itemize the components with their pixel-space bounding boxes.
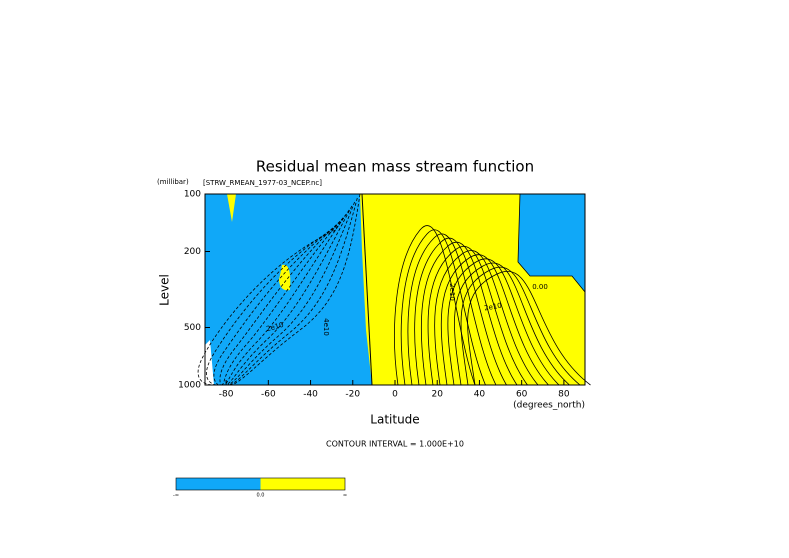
x-tick-label: -40 <box>303 390 318 400</box>
y-tick-label: 500 <box>184 323 201 333</box>
contour-line <box>213 221 342 386</box>
x-tick-label: -60 <box>261 390 276 400</box>
contour-line <box>434 250 539 386</box>
contour-line <box>228 197 358 386</box>
colorbar-negative <box>176 478 261 490</box>
x-unit: (degrees_north) <box>513 401 585 411</box>
contour-note: CONTOUR INTERVAL = 1.000E+10 <box>326 440 464 449</box>
colorbar-label: -∞ <box>173 493 179 499</box>
x-tick-label: 80 <box>558 390 570 400</box>
positive-region <box>227 194 236 222</box>
x-tick-label: 60 <box>516 390 528 400</box>
contour-line <box>219 217 345 386</box>
chart-title: Residual mean mass stream function <box>256 158 534 176</box>
contour-line <box>229 193 361 386</box>
contour-line <box>400 229 486 386</box>
colorbar-label: 0.0 <box>257 493 265 499</box>
contour-line <box>394 225 476 386</box>
contour-line <box>220 213 347 386</box>
y-label: Level <box>158 274 172 306</box>
colorbar-positive <box>260 478 345 490</box>
subtitle: [STRW_RMEAN_1977-03_NCEP.nc] <box>203 179 322 187</box>
contour-line <box>226 201 355 386</box>
x-tick-label: -80 <box>219 390 234 400</box>
contour-line <box>206 225 339 386</box>
contour-line <box>447 258 560 386</box>
contour-line <box>421 242 518 386</box>
y-tick-label: 1000 <box>178 381 201 391</box>
colorbar-frame <box>175 477 346 491</box>
contour-line <box>427 246 528 386</box>
contour-line <box>454 262 570 386</box>
contour-line <box>222 209 350 386</box>
x-tick-label: -20 <box>345 390 360 400</box>
missing-region <box>205 340 214 385</box>
x-label: Latitude <box>370 413 419 427</box>
contour-line <box>460 267 581 386</box>
positive-region <box>279 264 291 291</box>
y-tick-label: 200 <box>184 247 201 257</box>
y-tick-label: 100 <box>184 190 201 200</box>
contour-label: 2e10 <box>484 302 503 313</box>
contour-line <box>467 271 591 386</box>
zero-contour <box>517 193 586 293</box>
contour-line <box>414 238 507 386</box>
x-tick-label: 20 <box>431 390 443 400</box>
y-unit: (millibar) <box>157 178 189 186</box>
x-tick-label: 40 <box>474 390 486 400</box>
contour-label: 4e10 <box>322 318 330 336</box>
x-tick-label: 0 <box>392 390 398 400</box>
contour-label: 0.00 <box>532 283 548 291</box>
contour-line <box>440 254 549 386</box>
contour-line <box>407 233 497 386</box>
contour-label: 2e10 <box>448 283 456 301</box>
colorbar-label: ∞ <box>343 493 347 499</box>
zero-contour <box>361 193 373 386</box>
contour-line <box>224 205 353 386</box>
